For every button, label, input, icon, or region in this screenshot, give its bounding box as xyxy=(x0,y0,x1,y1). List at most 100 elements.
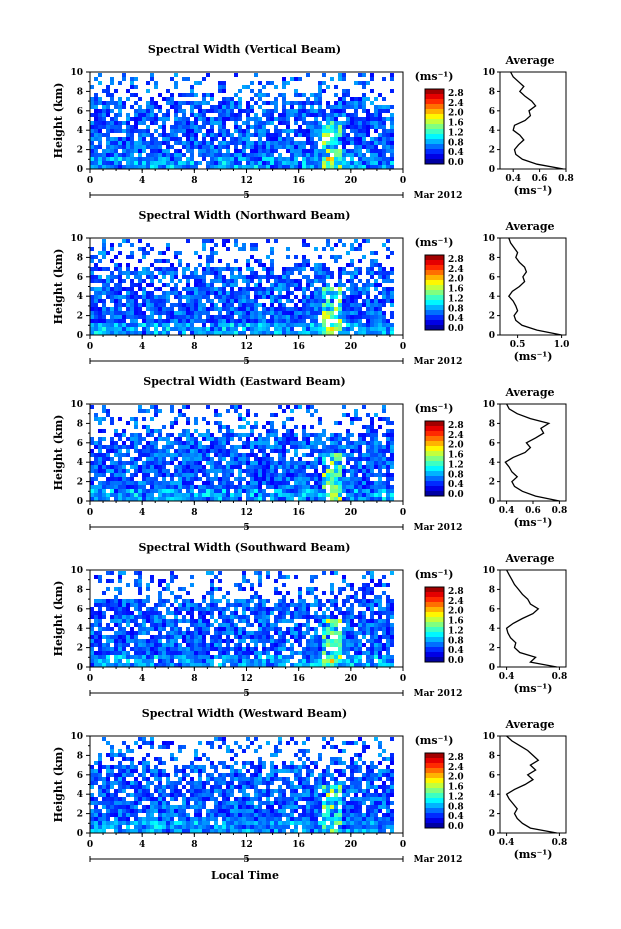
heatmap-cell xyxy=(98,461,102,465)
heatmap-cell xyxy=(266,323,270,327)
heatmap-cell xyxy=(274,323,278,327)
heatmap-cell xyxy=(98,441,102,445)
heatmap-cell xyxy=(166,647,170,651)
heatmap-cell xyxy=(286,437,290,441)
heatmap-cell xyxy=(162,655,166,659)
heatmap-cell xyxy=(186,437,190,441)
heatmap-cell xyxy=(350,165,354,169)
heatmap-cell xyxy=(102,473,106,477)
heatmap-cell xyxy=(138,611,142,615)
heatmap-cell xyxy=(282,449,286,453)
heatmap-cell xyxy=(322,623,326,627)
heatmap-cell xyxy=(146,129,150,133)
heatmap-cell xyxy=(122,477,126,481)
heatmap-cell xyxy=(390,315,394,319)
heatmap-cell xyxy=(182,635,186,639)
heatmap-cell xyxy=(290,497,294,501)
heatmap-cell xyxy=(186,651,190,655)
heatmap-cell xyxy=(390,113,394,117)
heatmap-cell xyxy=(170,267,174,271)
heatmap-cell xyxy=(262,133,266,137)
heatmap-cell xyxy=(326,287,330,291)
heatmap-cell xyxy=(158,595,162,599)
heatmap-cell xyxy=(338,299,342,303)
heatmap-cell xyxy=(294,663,298,667)
heatmap-cell xyxy=(282,639,286,643)
heatmap-cell xyxy=(178,655,182,659)
heatmap-cell xyxy=(206,299,210,303)
heatmap-cell xyxy=(194,161,198,165)
heatmap-cell xyxy=(338,165,342,169)
heatmap-cell xyxy=(178,453,182,457)
heatmap-cell xyxy=(102,311,106,315)
heatmap-cell xyxy=(314,295,318,299)
heatmap-cell xyxy=(258,287,262,291)
heatmap-cell xyxy=(234,497,238,501)
heatmap-cell xyxy=(118,469,122,473)
heatmap-cell xyxy=(218,113,222,117)
heatmap-cell xyxy=(250,477,254,481)
heatmap-cell xyxy=(250,331,254,335)
heatmap-cell xyxy=(314,149,318,153)
heatmap-cell xyxy=(218,121,222,125)
heatmap-cell xyxy=(278,303,282,307)
heatmap-cell xyxy=(306,481,310,485)
heatmap-cell xyxy=(194,303,198,307)
heatmap-cell xyxy=(190,133,194,137)
heatmap-cell xyxy=(158,603,162,607)
heatmap-cell xyxy=(310,145,314,149)
heatmap-cell xyxy=(166,663,170,667)
heatmap-cell xyxy=(110,291,114,295)
heatmap-cell xyxy=(334,255,338,259)
heatmap-cell xyxy=(330,441,334,445)
heatmap-cell xyxy=(226,623,230,627)
heatmap-cell xyxy=(234,295,238,299)
heatmap-cell xyxy=(310,651,314,655)
colorbar-tick-label: 2.0 xyxy=(448,275,464,285)
heatmap-cell xyxy=(154,323,158,327)
heatmap-cell xyxy=(126,497,130,501)
heatmap-cell xyxy=(194,647,198,651)
heatmap-cell xyxy=(290,113,294,117)
heatmap-cell xyxy=(210,493,214,497)
heatmap-cell xyxy=(254,493,258,497)
heatmap-cell xyxy=(218,327,222,331)
heatmap-cell xyxy=(370,77,374,81)
heatmap-cell xyxy=(330,311,334,315)
heatmap-cell xyxy=(114,445,118,449)
heatmap-cell xyxy=(94,651,98,655)
heatmap-cell xyxy=(250,449,254,453)
heatmap-cell xyxy=(150,133,154,137)
heatmap-cell xyxy=(162,659,166,663)
heatmap-cell xyxy=(158,409,162,413)
heatmap-cell xyxy=(166,101,170,105)
heatmap-cell xyxy=(146,619,150,623)
heatmap-cell xyxy=(98,611,102,615)
heatmap-cell xyxy=(134,615,138,619)
heatmap-cell xyxy=(182,655,186,659)
heatmap-cell xyxy=(218,647,222,651)
heatmap-cell xyxy=(226,133,230,137)
heatmap-cell xyxy=(354,287,358,291)
heatmap-cell xyxy=(178,165,182,169)
heatmap-cell xyxy=(142,323,146,327)
heatmap-cell xyxy=(194,291,198,295)
average-x-tick-label: 0.6 xyxy=(532,174,548,184)
heatmap-cell xyxy=(114,89,118,93)
heatmap-cell xyxy=(286,659,290,663)
heatmap-cell xyxy=(186,319,190,323)
heatmap-cell xyxy=(130,441,134,445)
heatmap-cell xyxy=(114,101,118,105)
heatmap-cell xyxy=(298,643,302,647)
heatmap-cell xyxy=(174,109,178,113)
heatmap-cell xyxy=(118,279,122,283)
heatmap-cell xyxy=(98,449,102,453)
heatmap-cell xyxy=(138,623,142,627)
heatmap-cell xyxy=(362,433,366,437)
heatmap-cell xyxy=(302,121,306,125)
heatmap-cell xyxy=(142,137,146,141)
heatmap-cell xyxy=(382,243,386,247)
heatmap-cell xyxy=(290,161,294,165)
heatmap-cell xyxy=(150,283,154,287)
heatmap-cell xyxy=(294,77,298,81)
